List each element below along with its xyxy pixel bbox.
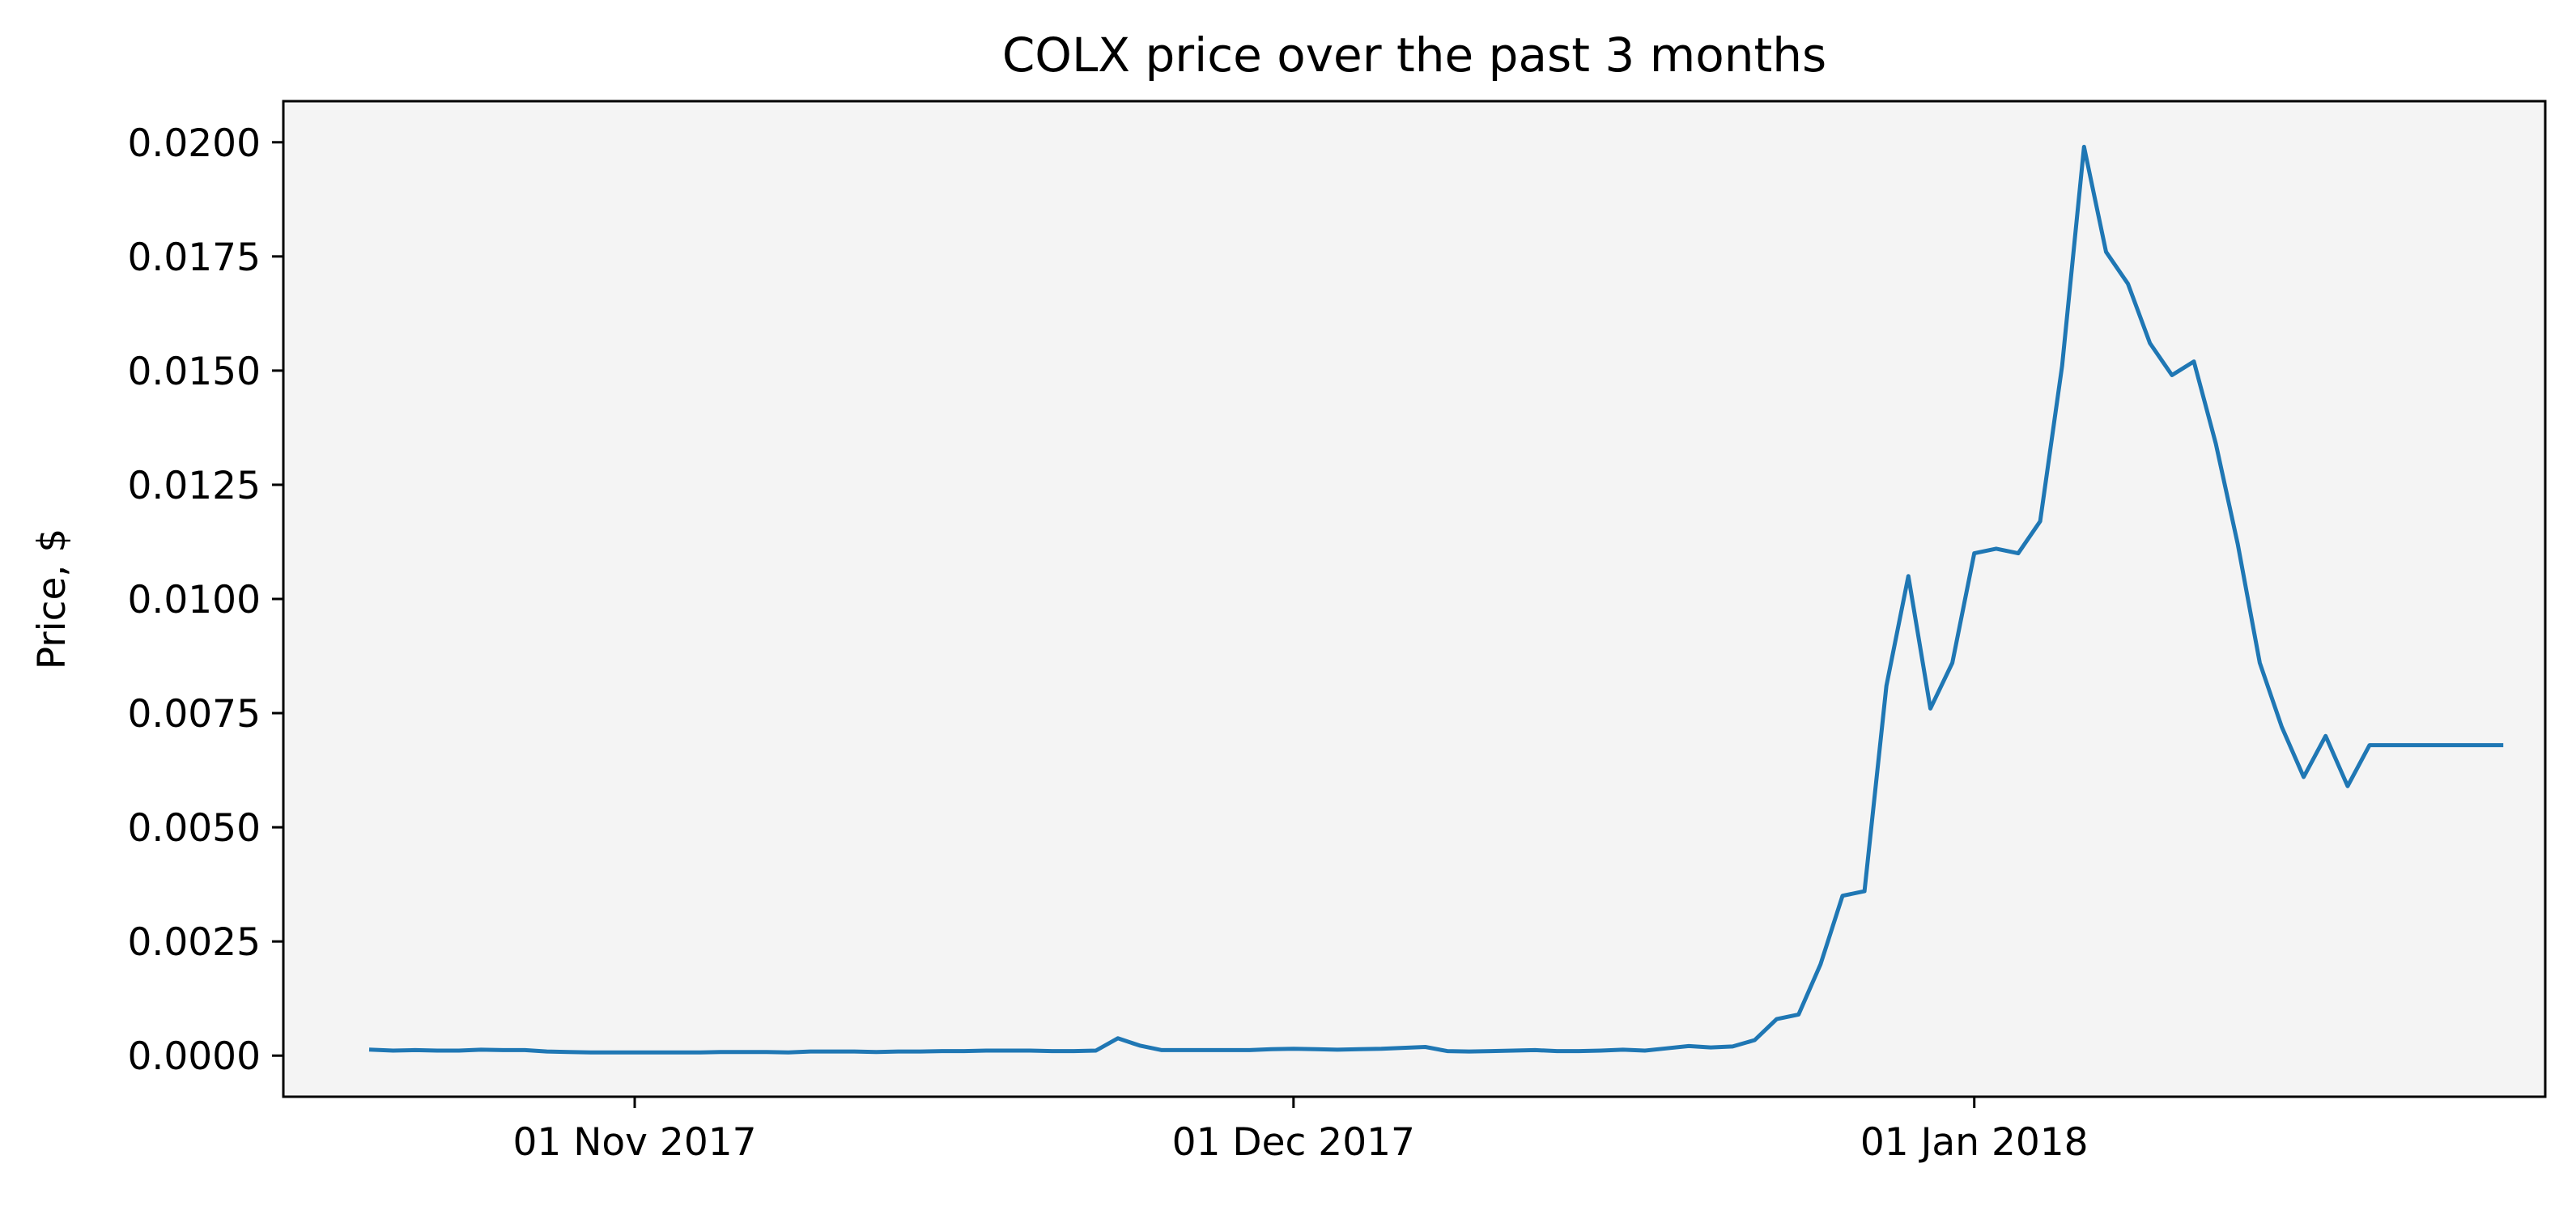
y-tick-label: 0.0100 [128,578,261,622]
y-tick-label: 0.0025 [128,920,261,965]
y-tick-label: 0.0175 [128,236,261,280]
price-series-line [368,144,2504,1055]
y-axis-label: Price, $ [30,529,74,669]
x-tick-label: 01 Jan 2018 [1860,1120,2089,1165]
y-tick-label: 0.0150 [128,350,261,394]
y-tick-label: 0.0075 [128,692,261,737]
y-tick-label: 0.0200 [128,121,261,166]
x-axis: 01 Nov 2017 01 Dec 2017 01 Jan 2018 [513,1097,2089,1165]
plot-area [283,101,2545,1097]
y-axis: 0.0000 0.0025 0.0050 0.0075 0.0100 0.0125 0.01… [128,121,283,1079]
chart-marks [368,144,2504,1055]
chart-title: COLX price over the past 3 months [1002,28,1826,83]
x-tick-label: 01 Nov 2017 [513,1120,757,1165]
y-tick-label: 0.0125 [128,464,261,508]
y-tick-label: 0.0000 [128,1034,261,1079]
y-tick-label: 0.0050 [128,806,261,851]
x-tick-label: 01 Dec 2017 [1172,1120,1415,1165]
